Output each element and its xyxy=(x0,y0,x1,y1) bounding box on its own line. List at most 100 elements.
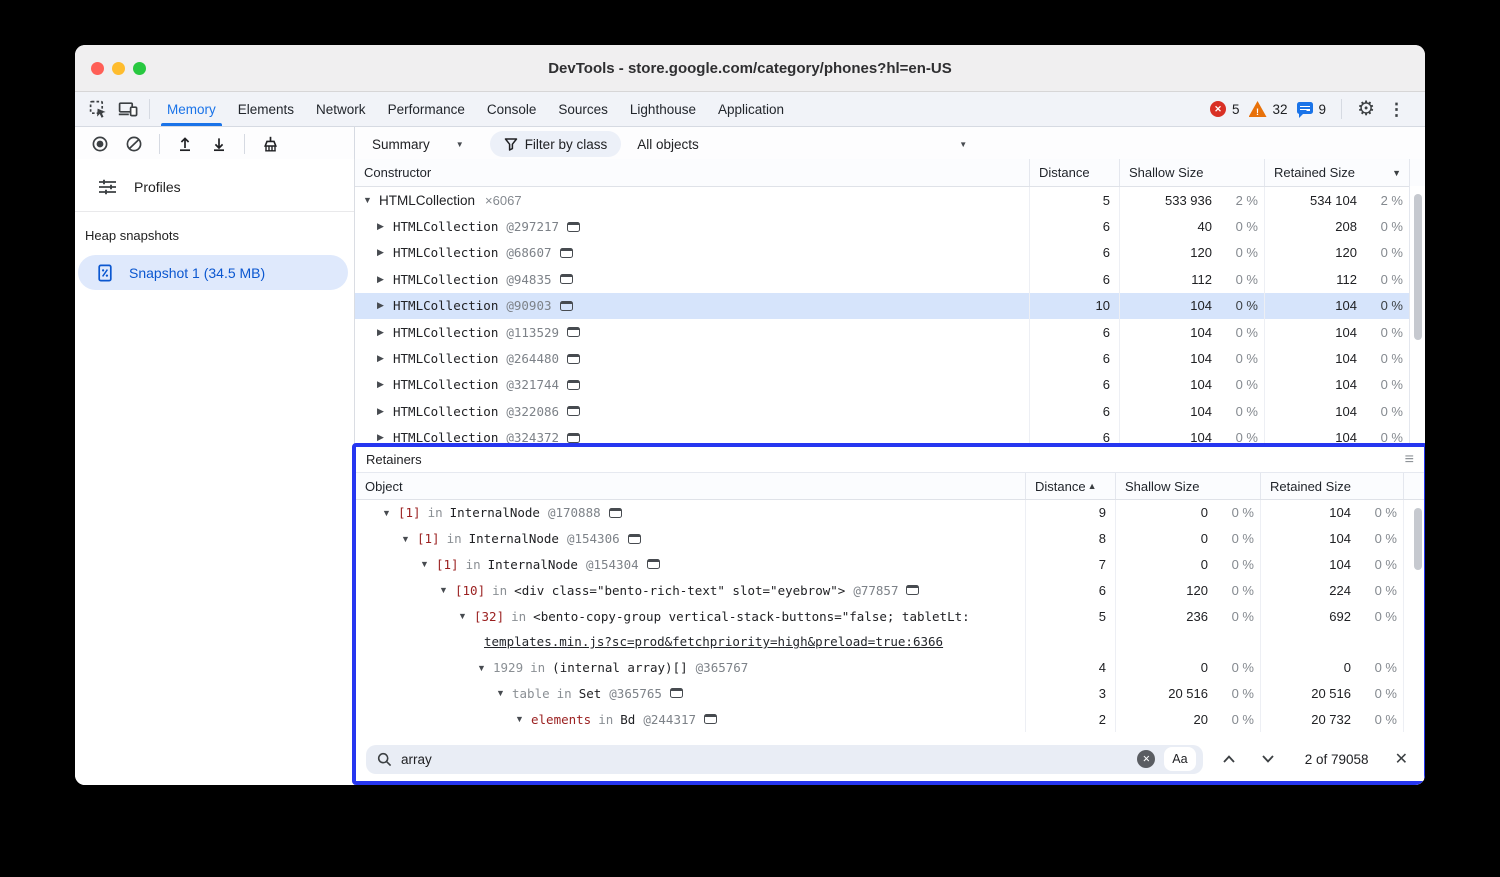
sidebar-item-snapshot-1[interactable]: Snapshot 1 (34.5 MB) xyxy=(78,255,348,290)
column-header-distance[interactable]: Distance xyxy=(1030,159,1120,186)
more-options-icon[interactable]: ⋮ xyxy=(1388,99,1405,119)
reveal-icon[interactable] xyxy=(567,327,581,338)
retainer-row[interactable]: ▼ [10] in <div class="bento-rich-text" slot… xyxy=(356,577,1424,604)
twisty-icon[interactable]: ▼ xyxy=(496,688,505,699)
reveal-icon[interactable] xyxy=(567,221,581,232)
twisty-icon[interactable]: ▶ xyxy=(377,353,384,364)
settings-gear-icon[interactable]: ⚙ xyxy=(1357,98,1375,120)
clear-profiles-icon[interactable] xyxy=(119,131,149,157)
filter-by-class-button[interactable]: Filter by class xyxy=(489,131,622,157)
twisty-icon[interactable]: ▼ xyxy=(458,611,467,622)
tab-lighthouse[interactable]: Lighthouse xyxy=(619,92,707,126)
reveal-icon[interactable] xyxy=(608,507,622,518)
search-input[interactable]: array ✕ Aa xyxy=(366,744,1203,774)
clear-search-icon[interactable]: ✕ xyxy=(1137,750,1156,768)
constructor-row[interactable]: ▶ HTMLCollection @321744 6 104 0 % 104 0 % xyxy=(355,371,1425,399)
device-toolbar-icon[interactable] xyxy=(113,95,143,123)
source-location-link[interactable]: templates.min.js?sc=prod&fetchpriority=h… xyxy=(484,634,944,650)
constructor-row[interactable]: ▶ HTMLCollection @94835 6 112 0 % 112 0 % xyxy=(355,266,1425,293)
tab-network[interactable]: Network xyxy=(305,92,377,126)
twisty-icon[interactable]: ▼ xyxy=(382,507,391,518)
reveal-icon[interactable] xyxy=(906,585,920,596)
zoom-window-button[interactable] xyxy=(133,61,146,75)
twisty-icon[interactable]: ▶ xyxy=(377,432,384,443)
reveal-icon[interactable] xyxy=(567,406,581,417)
perspective-select[interactable]: Summary ▼ xyxy=(368,137,468,152)
tab-console[interactable]: Console xyxy=(476,92,548,126)
constructor-row[interactable]: ▶ HTMLCollection @264480 6 104 0 % 104 0 % xyxy=(355,345,1425,372)
twisty-icon[interactable]: ▼ xyxy=(363,195,372,206)
column-header-distance[interactable]: Distance ▲ xyxy=(1026,473,1116,499)
tab-memory[interactable]: Memory xyxy=(156,92,227,126)
close-search-icon[interactable]: ✕ xyxy=(1394,751,1408,768)
twisty-icon[interactable]: ▶ xyxy=(377,405,384,416)
reveal-icon[interactable] xyxy=(567,353,581,364)
twisty-icon[interactable]: ▶ xyxy=(377,300,384,311)
minimize-window-button[interactable] xyxy=(112,61,125,75)
reveal-icon[interactable] xyxy=(567,379,581,390)
twisty-icon[interactable]: ▼ xyxy=(401,533,410,544)
next-result-button[interactable] xyxy=(1255,746,1281,772)
retainer-row[interactable]: ▼ [1] in InternalNode @154306 8 0 0 % 104 0 % xyxy=(356,525,1424,552)
column-header-retained-size[interactable]: Retained Size ▼ xyxy=(1265,159,1410,186)
record-heap-icon[interactable] xyxy=(85,131,115,157)
constructor-row[interactable]: ▶ HTMLCollection @297217 6 40 0 % 208 0 % xyxy=(355,213,1425,240)
section-menu-icon[interactable]: ≡ xyxy=(1404,450,1414,468)
reveal-icon[interactable] xyxy=(627,533,641,544)
error-count[interactable]: 5 xyxy=(1232,101,1240,117)
twisty-icon[interactable]: ▼ xyxy=(420,559,429,570)
warnings-icon[interactable]: ! xyxy=(1248,101,1267,117)
retainer-row[interactable]: ▼ [32] in <bento-copy-group vertical-stack-… xyxy=(356,603,1424,629)
retainer-row[interactable]: ▼ [1] in InternalNode @154304 7 0 0 % 104 0 % xyxy=(356,551,1424,578)
tab-sources[interactable]: Sources xyxy=(547,92,619,126)
reveal-icon[interactable] xyxy=(567,432,581,443)
twisty-icon[interactable]: ▼ xyxy=(515,714,524,725)
constructor-row[interactable]: ▶ HTMLCollection @68607 6 120 0 % 120 0 % xyxy=(355,239,1425,267)
constructor-row[interactable]: ▶ HTMLCollection @90903 10 104 0 % 104 0 % xyxy=(355,292,1425,319)
retainer-row[interactable]: ▼ 1929 in (internal array)[] @365767 4 0 0 % 0 0 … xyxy=(356,654,1424,681)
tab-application[interactable]: Application xyxy=(707,92,795,126)
retainer-row[interactable]: ▼ elements in Bd @244317 2 20 0 % 20 732 0 % xyxy=(356,706,1424,733)
column-header-retained-size[interactable]: Retained Size xyxy=(1261,473,1404,499)
column-header-shallow-size[interactable]: Shallow Size xyxy=(1116,473,1261,499)
twisty-icon[interactable]: ▶ xyxy=(377,221,384,232)
messages-icon[interactable] xyxy=(1296,102,1313,118)
twisty-icon[interactable]: ▶ xyxy=(377,273,384,284)
constructor-row[interactable]: ▶ HTMLCollection @324372 6 104 0 % 104 0 % xyxy=(355,424,1425,451)
collect-garbage-icon[interactable] xyxy=(255,131,285,157)
save-profile-icon[interactable] xyxy=(204,131,234,157)
constructor-row[interactable]: ▶ HTMLCollection @322086 6 104 0 % 104 0 % xyxy=(355,398,1425,425)
retainer-row[interactable]: ▼ table in Set @365765 3 20 516 0 % 20 516 0 % xyxy=(356,680,1424,707)
twisty-icon[interactable]: ▶ xyxy=(377,247,384,258)
reveal-icon[interactable] xyxy=(559,247,573,258)
match-case-toggle[interactable]: Aa xyxy=(1164,747,1196,771)
previous-result-button[interactable] xyxy=(1216,746,1242,772)
sidebar-item-profiles[interactable]: Profiles xyxy=(75,169,354,205)
twisty-icon[interactable]: ▼ xyxy=(439,585,448,596)
reveal-icon[interactable] xyxy=(559,274,573,285)
column-header-object[interactable]: Object xyxy=(356,473,1026,499)
retainer-row[interactable]: templates.min.js?sc=prod&fetchpriority=h… xyxy=(356,628,1424,655)
retainers-scrollbar[interactable] xyxy=(1411,500,1422,732)
message-count[interactable]: 9 xyxy=(1318,101,1327,117)
retainer-row[interactable]: ▼ [1] in InternalNode @170888 9 0 0 % 104 0 % xyxy=(356,500,1424,526)
column-header-constructor[interactable]: Constructor xyxy=(355,159,1030,186)
load-profile-icon[interactable] xyxy=(170,131,200,157)
inspect-element-icon[interactable] xyxy=(83,95,113,123)
constructor-row[interactable]: ▶ HTMLCollection @113529 6 104 0 % 104 0 % xyxy=(355,318,1425,346)
reveal-icon[interactable] xyxy=(704,714,718,725)
objects-filter-select[interactable]: All objects ▼ xyxy=(637,137,967,152)
column-header-shallow-size[interactable]: Shallow Size xyxy=(1120,159,1265,186)
reveal-icon[interactable] xyxy=(646,559,660,570)
tab-elements[interactable]: Elements xyxy=(227,92,305,126)
tab-performance[interactable]: Performance xyxy=(377,92,476,126)
constructor-row[interactable]: ▼ HTMLCollection ×6067 5 533 936 2 % 534 104 2 … xyxy=(355,187,1425,214)
close-window-button[interactable] xyxy=(91,61,104,75)
warning-count[interactable]: 32 xyxy=(1272,101,1288,117)
twisty-icon[interactable]: ▶ xyxy=(377,379,384,390)
search-query[interactable]: array xyxy=(401,751,432,767)
errors-icon[interactable]: ✕ xyxy=(1210,101,1226,117)
scrollbar-thumb[interactable] xyxy=(1414,194,1422,340)
reveal-icon[interactable] xyxy=(559,300,573,311)
twisty-icon[interactable]: ▼ xyxy=(477,662,486,673)
